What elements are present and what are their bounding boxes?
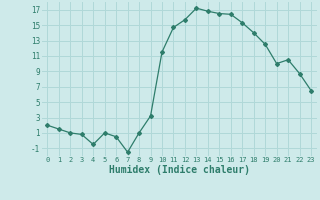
- X-axis label: Humidex (Indice chaleur): Humidex (Indice chaleur): [109, 165, 250, 175]
